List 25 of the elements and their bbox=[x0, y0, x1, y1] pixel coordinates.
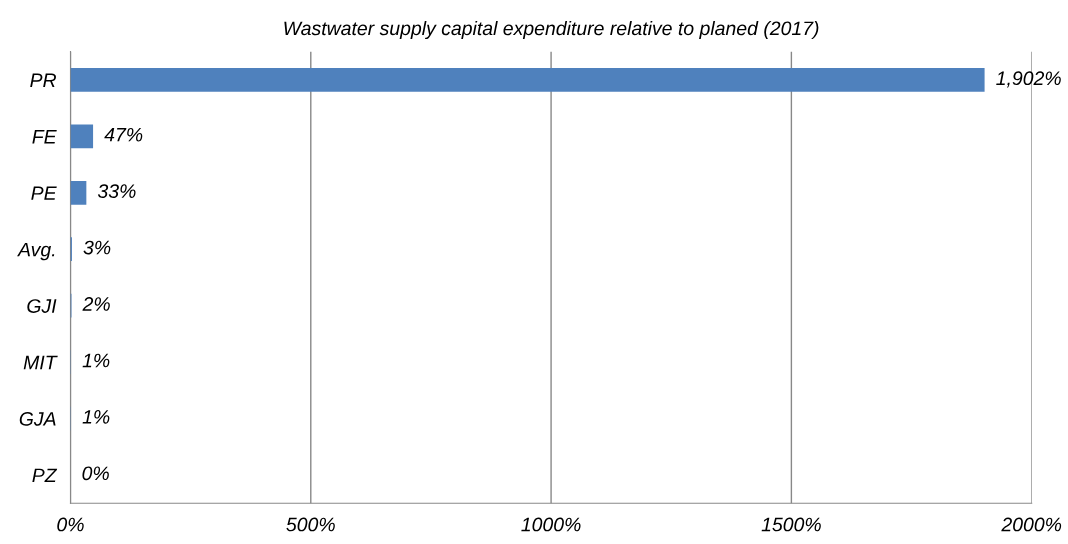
x-tick-label: 0% bbox=[57, 517, 84, 532]
y-tick-label: GJA bbox=[19, 412, 56, 426]
data-label: 33% bbox=[97, 184, 136, 198]
data-label: 1,902% bbox=[996, 71, 1061, 88]
bar bbox=[70, 124, 94, 149]
x-tick-label: 2000% bbox=[1001, 517, 1062, 532]
y-tick-label: FE bbox=[32, 130, 57, 144]
chart-title: Wastwater supply capital expenditure relative to planed (2017) bbox=[284, 20, 819, 40]
data-label: 2% bbox=[82, 297, 110, 311]
y-tick-label: PZ bbox=[32, 468, 58, 483]
y-tick-label: PE bbox=[31, 186, 57, 200]
y-tick-label: GJI bbox=[27, 299, 57, 313]
data-label: 3% bbox=[83, 240, 111, 255]
data-label: 1% bbox=[82, 353, 110, 368]
y-tick-label: MIT bbox=[23, 355, 58, 370]
x-tick-label: 500% bbox=[286, 517, 335, 532]
data-label: 1% bbox=[82, 410, 110, 424]
data-label: 0% bbox=[82, 466, 109, 481]
bar bbox=[70, 68, 985, 92]
y-tick-label: Avg. bbox=[17, 242, 55, 261]
y-tick-label: PR bbox=[30, 73, 56, 87]
x-tick-label: 1500% bbox=[761, 517, 821, 532]
data-label: 47% bbox=[104, 127, 143, 142]
bar bbox=[70, 180, 87, 205]
x-tick-label: 1000% bbox=[521, 517, 581, 532]
